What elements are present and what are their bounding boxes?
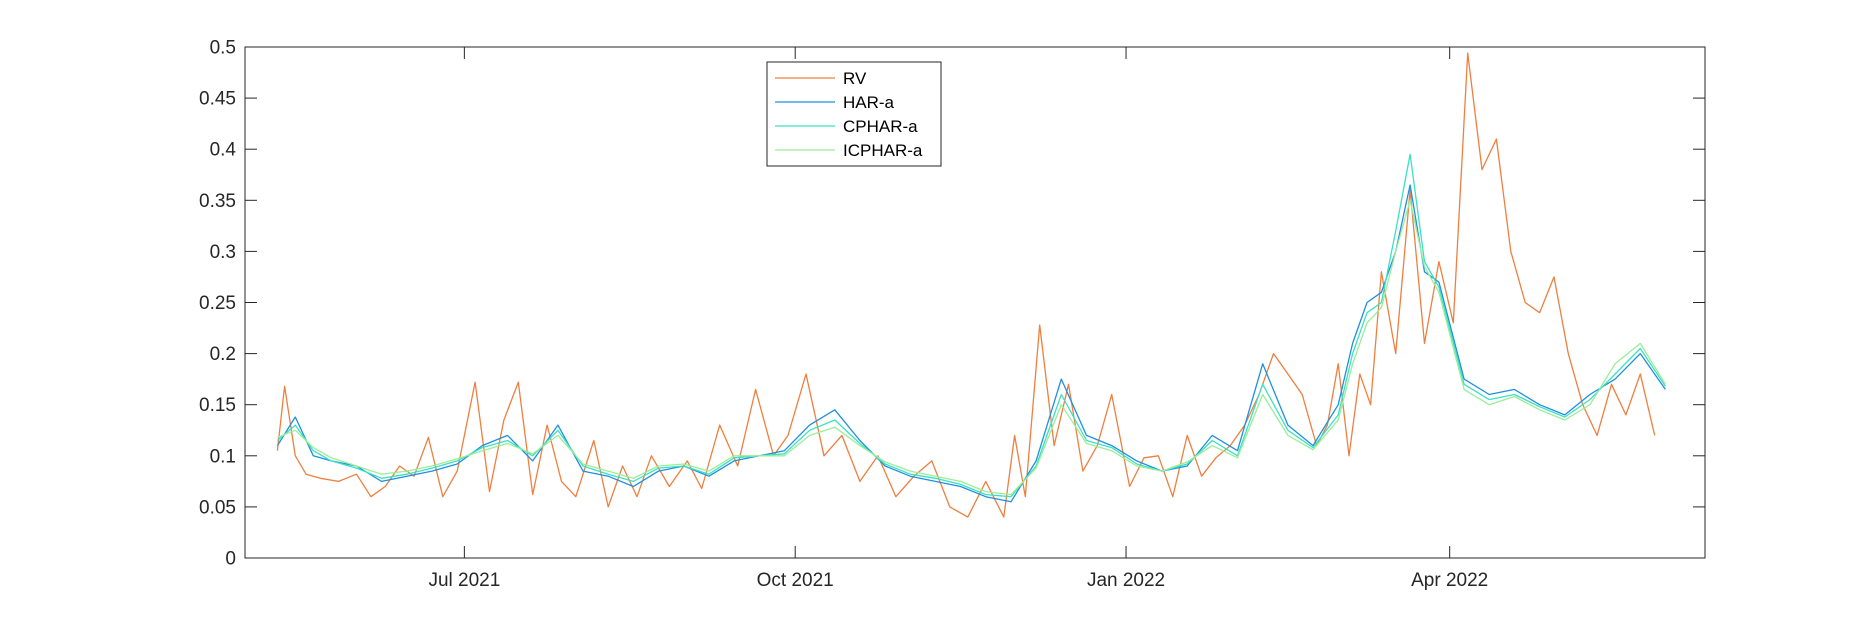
x-tick-label: Jul 2021 xyxy=(428,570,500,591)
y-tick-label: 0.4 xyxy=(210,140,237,161)
x-axis: Jul 2021 Oct 2021 Jan 2022 Apr 2022 xyxy=(428,47,1488,591)
series-layer xyxy=(276,52,1666,518)
legend-box xyxy=(766,61,942,167)
series-line-rv xyxy=(276,52,1656,518)
x-tick-label: Jan 2022 xyxy=(1087,570,1165,591)
y-tick-label: 0.1 xyxy=(210,446,236,467)
y-tick-label: 0.3 xyxy=(210,242,236,263)
y-tick-label: 0.05 xyxy=(199,497,236,518)
series-line-icphar-a xyxy=(277,199,1666,496)
y-axis: 0 0.05 0.1 0.15 0.2 0.25 0.3 0.35 0.4 0.45 0.5 xyxy=(199,38,1705,570)
y-tick-label: 0.5 xyxy=(210,38,236,59)
legend-label: RV xyxy=(843,69,867,88)
legend-label: HAR-a xyxy=(843,93,895,112)
legend-label: CPHAR-a xyxy=(843,117,918,136)
x-tick-label: Apr 2022 xyxy=(1411,570,1488,591)
y-tick-label: 0.25 xyxy=(199,293,236,314)
x-tick-label: Oct 2021 xyxy=(757,570,834,591)
y-tick-label: 0.15 xyxy=(199,395,236,416)
y-tick-label: 0.35 xyxy=(199,191,236,212)
y-tick-label: 0 xyxy=(225,549,236,570)
series-line-har-a xyxy=(276,184,1666,503)
y-tick-label: 0.45 xyxy=(199,89,236,110)
plot-area xyxy=(245,47,1705,558)
y-tick-label: 0.2 xyxy=(210,344,236,365)
series-line-cphar-a xyxy=(276,153,1666,498)
legend: RV HAR-a CPHAR-a ICPHAR-a xyxy=(766,61,942,167)
legend-label: ICPHAR-a xyxy=(843,141,923,160)
